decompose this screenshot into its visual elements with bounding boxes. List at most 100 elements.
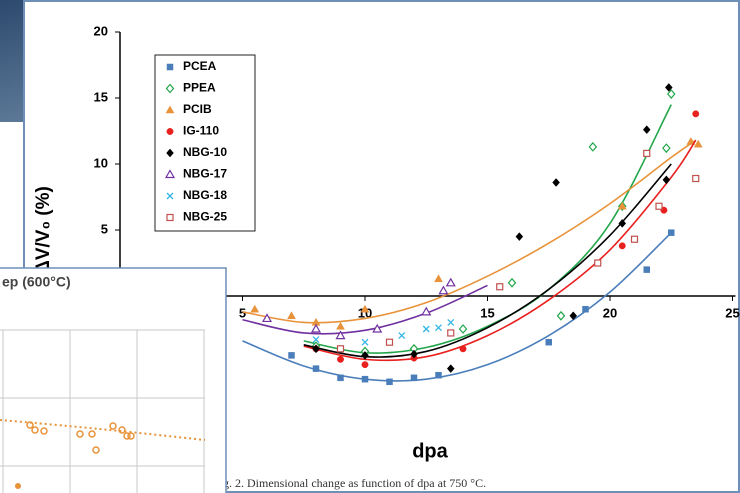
point <box>643 266 650 273</box>
x-tick-label: 10 <box>358 305 372 320</box>
point <box>459 345 467 353</box>
legend-marker <box>165 83 175 94</box>
point <box>692 174 700 183</box>
plot: 5 10 15 20 25 5 10 15 20 <box>94 23 740 428</box>
point <box>434 274 443 283</box>
point <box>312 344 320 354</box>
point <box>337 374 344 382</box>
legend-label: PCEA <box>183 59 217 73</box>
point <box>668 229 675 236</box>
point <box>552 178 560 187</box>
point <box>643 149 651 158</box>
y-tick-label: 5 <box>101 221 108 236</box>
point <box>507 277 517 288</box>
point <box>435 371 442 379</box>
point <box>372 323 383 333</box>
legend-label: IG-110 <box>183 124 219 138</box>
point <box>617 201 627 210</box>
point <box>336 321 345 330</box>
point <box>337 355 344 363</box>
point <box>569 311 578 321</box>
overlay-title: ep (600°C) <box>2 274 71 290</box>
point <box>310 323 322 333</box>
x-tick-label: 5 <box>239 305 246 320</box>
overlay-panel: ep (600°C) <box>0 267 227 493</box>
point <box>496 283 504 291</box>
trendline <box>303 139 697 362</box>
point <box>336 345 345 353</box>
point <box>447 318 455 326</box>
trendline <box>242 232 672 382</box>
point <box>588 141 598 152</box>
point <box>398 332 406 340</box>
legend-label: NBG-25 <box>183 210 227 224</box>
point <box>361 351 369 360</box>
legend-label: NBG-18 <box>183 188 227 202</box>
point <box>693 139 703 148</box>
y-axis-label: ΔV/V₀ (%) <box>33 186 54 274</box>
legend-label: NBG-10 <box>183 145 227 159</box>
point <box>288 352 295 359</box>
point <box>410 349 418 359</box>
point <box>655 202 663 210</box>
legend-marker <box>165 105 175 114</box>
x-tick-label: 25 <box>725 305 739 320</box>
point <box>686 137 696 145</box>
overlay-points <box>26 421 135 454</box>
overlay-point <box>15 483 21 489</box>
y-tick-label: 15 <box>94 89 108 104</box>
point <box>335 330 346 340</box>
legend: PCEA PPEA PCIB IG-110 NBG-10 NBG-17 NBG-18 NBG-… <box>164 59 227 224</box>
point <box>662 143 671 154</box>
overlay-trend <box>0 419 206 441</box>
point <box>410 374 418 382</box>
point <box>261 313 273 323</box>
point <box>458 324 468 334</box>
legend-label: PPEA <box>183 81 216 95</box>
point <box>666 89 676 99</box>
point <box>692 110 700 118</box>
point <box>515 232 524 241</box>
point <box>630 235 639 243</box>
point <box>642 125 651 135</box>
point <box>385 338 394 346</box>
point <box>618 242 626 250</box>
point <box>361 338 369 346</box>
point <box>446 364 455 373</box>
legend-label: PCIB <box>183 102 212 116</box>
legend-marker <box>166 213 174 222</box>
point <box>438 285 449 295</box>
legend-marker <box>164 169 176 179</box>
point <box>556 310 566 321</box>
legend-label: NBG-17 <box>183 167 227 181</box>
legend-marker <box>166 148 174 158</box>
overlay-grid <box>0 329 205 493</box>
point <box>422 325 430 333</box>
point <box>618 219 627 228</box>
point <box>445 277 456 287</box>
trendline <box>242 139 697 324</box>
caption: Fig. 2. Dimensional change as function o… <box>213 476 486 490</box>
legend-marker <box>166 128 174 135</box>
point <box>662 175 671 185</box>
point <box>312 365 320 372</box>
point <box>421 306 432 316</box>
point <box>447 329 455 337</box>
point <box>250 304 260 313</box>
point <box>594 259 602 267</box>
x-axis-label: dpa <box>412 440 448 462</box>
point <box>582 305 589 313</box>
y-tick-label: 10 <box>94 155 108 170</box>
point <box>361 361 369 369</box>
x-tick-label: 20 <box>603 305 617 320</box>
point <box>287 311 296 320</box>
point <box>545 338 552 346</box>
y-tick-label: 20 <box>94 23 108 38</box>
legend-marker <box>166 192 174 200</box>
point <box>386 378 393 386</box>
legend-box <box>154 54 256 232</box>
point <box>664 83 673 92</box>
point <box>360 304 370 313</box>
